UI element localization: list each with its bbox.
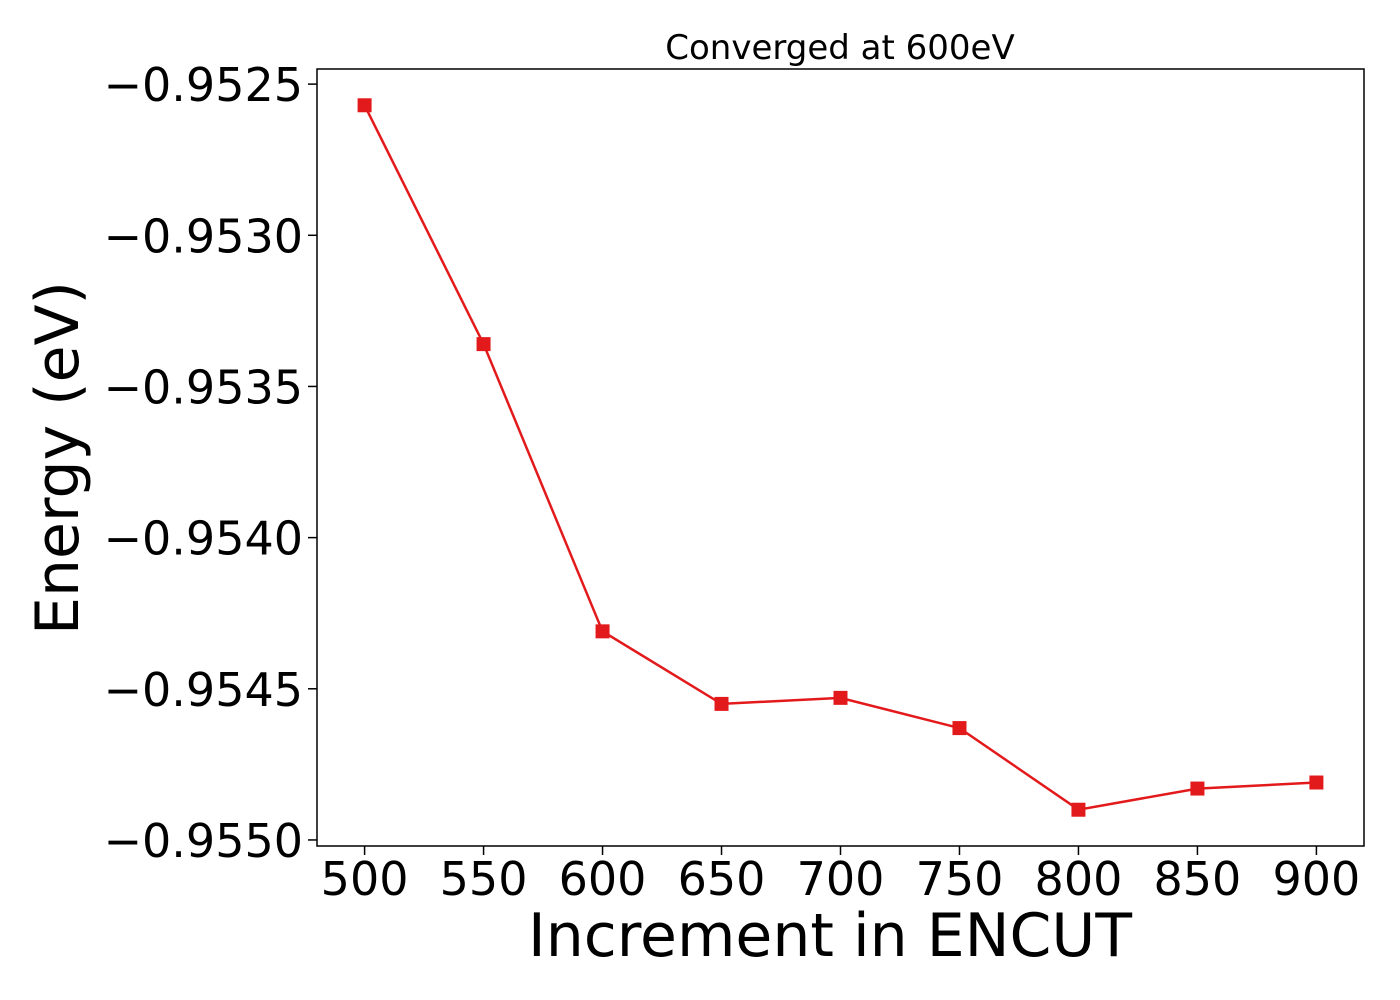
data-point-marker (1071, 802, 1086, 817)
y-tick-label: −0.9545 (104, 663, 304, 717)
y-tick-label: −0.9540 (104, 512, 304, 566)
data-point-marker (833, 690, 848, 705)
x-tick-label: 650 (678, 852, 766, 906)
y-tick-label: −0.9530 (104, 209, 304, 263)
data-point-marker (595, 624, 610, 639)
data-point-marker (1309, 775, 1324, 790)
x-tick-label: 550 (440, 852, 528, 906)
y-tick-label: −0.9550 (104, 814, 304, 868)
data-point-marker (714, 696, 729, 711)
x-tick-label: 600 (559, 852, 647, 906)
x-tick-label: 850 (1154, 852, 1242, 906)
data-point-marker (1190, 781, 1205, 796)
x-tick-label: 800 (1035, 852, 1123, 906)
x-axis-title: Increment in ENCUT (528, 901, 1132, 971)
y-axis-ticks: −0.9525 −0.9530 −0.9535 −0.9540 −0.9545 −0.95… (104, 58, 317, 868)
x-tick-label: 700 (797, 852, 885, 906)
x-tick-label: 750 (916, 852, 1004, 906)
series-markers (357, 98, 1324, 817)
y-tick-label: −0.9525 (104, 58, 304, 112)
x-axis-ticks: 500 550 600 650 700 750 800 850 900 (321, 846, 1361, 906)
chart-title: Converged at 600eV (665, 28, 1014, 68)
data-point-marker (357, 98, 372, 113)
plot-area (316, 68, 1365, 847)
data-point-marker (476, 337, 491, 352)
x-tick-label: 500 (321, 852, 409, 906)
x-tick-label: 900 (1273, 852, 1361, 906)
y-axis-title: Energy (eV) (23, 281, 93, 635)
y-tick-label: −0.9535 (104, 360, 304, 414)
data-point-marker (952, 721, 967, 736)
